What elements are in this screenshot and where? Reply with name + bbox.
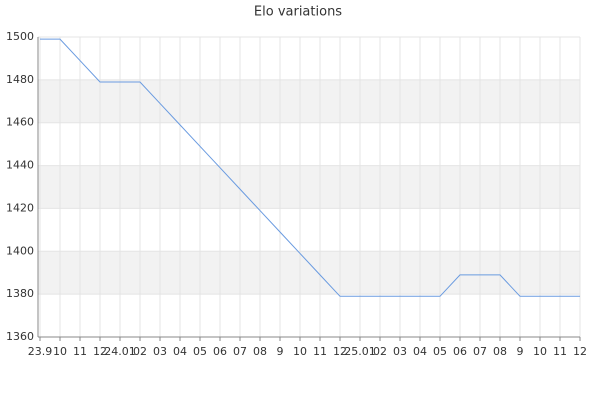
x-tick-label: 08 — [493, 345, 507, 358]
y-tick-label: 1440 — [6, 159, 34, 172]
x-tick-label: 10 — [533, 345, 547, 358]
x-tick-label: 25.01 — [344, 345, 376, 358]
x-tick-label: 11 — [73, 345, 87, 358]
x-tick-label: 03 — [153, 345, 167, 358]
x-tick-label: 11 — [553, 345, 567, 358]
x-tick-label: 23.9 — [28, 345, 53, 358]
x-tick-label: 12 — [573, 345, 587, 358]
x-tick-label: 05 — [193, 345, 207, 358]
grid-band — [38, 79, 580, 123]
grid-band — [38, 251, 580, 295]
x-tick-label: 12 — [93, 345, 107, 358]
x-tick-label: 04 — [173, 345, 187, 358]
x-tick-label: 12 — [333, 345, 347, 358]
y-tick-label: 1360 — [6, 330, 34, 343]
x-tick-label: 9 — [517, 345, 524, 358]
x-tick-label: 08 — [253, 345, 267, 358]
y-tick-label: 1480 — [6, 73, 34, 86]
x-tick-label: 10 — [293, 345, 307, 358]
y-tick-label: 1460 — [6, 116, 34, 129]
chart-title: Elo variations — [254, 5, 342, 20]
y-tick-label: 1500 — [6, 30, 34, 43]
grid-band — [38, 165, 580, 209]
y-tick-label: 1420 — [6, 201, 34, 214]
y-tick-label: 1400 — [6, 244, 34, 257]
x-tick-label: 02 — [133, 345, 147, 358]
x-tick-label: 07 — [233, 345, 247, 358]
x-tick-label: 04 — [413, 345, 427, 358]
y-tick-label: 1380 — [6, 287, 34, 300]
x-tick-label: 07 — [473, 345, 487, 358]
x-tick-label: 06 — [213, 345, 227, 358]
x-tick-label: 02 — [373, 345, 387, 358]
x-tick-label: 11 — [313, 345, 327, 358]
x-tick-label: 05 — [433, 345, 447, 358]
x-tick-label: 10 — [53, 345, 67, 358]
x-tick-label: 9 — [277, 345, 284, 358]
x-tick-label: 03 — [393, 345, 407, 358]
line-series — [40, 38, 580, 297]
x-tick-label: 24.01 — [104, 345, 136, 358]
x-tick-label: 06 — [453, 345, 467, 358]
